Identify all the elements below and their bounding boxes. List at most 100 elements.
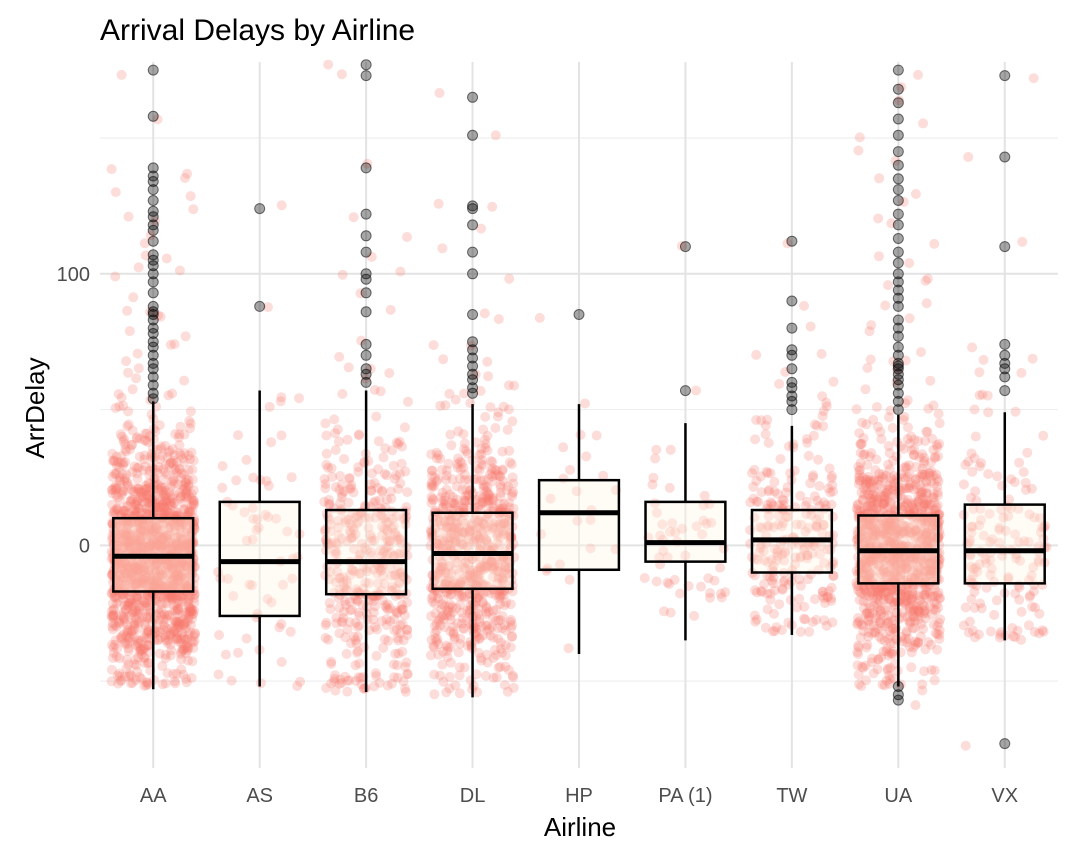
- jitter-point: [115, 429, 126, 440]
- jitter-point: [131, 580, 141, 591]
- jitter-point: [381, 470, 392, 481]
- jitter-point: [135, 542, 146, 552]
- jitter-point: [121, 501, 132, 512]
- outlier-point: [360, 363, 372, 375]
- jitter-point: [448, 622, 459, 633]
- jitter-point: [131, 433, 142, 444]
- jitter-point: [183, 537, 194, 548]
- jitter-point: [154, 591, 165, 602]
- jitter-point: [111, 490, 122, 500]
- jitter-point: [162, 506, 173, 517]
- jitter-point: [158, 464, 169, 475]
- jitter-point: [107, 639, 117, 650]
- jitter-point: [139, 565, 150, 576]
- jitter-point: [1025, 590, 1036, 601]
- jitter-point: [135, 608, 145, 619]
- jitter-point: [185, 406, 196, 417]
- jitter-point: [479, 308, 490, 319]
- jitter-point: [428, 340, 439, 351]
- jitter-point: [162, 507, 173, 518]
- jitter-point: [187, 604, 198, 615]
- jitter-point: [173, 570, 184, 581]
- jitter-point: [163, 580, 174, 591]
- jitter-point: [120, 639, 131, 649]
- jitter-point: [137, 600, 148, 611]
- jitter-point: [400, 683, 411, 694]
- jitter-point: [929, 238, 940, 249]
- jitter-point: [458, 592, 469, 603]
- jitter-point: [884, 448, 895, 458]
- jitter-point: [181, 545, 192, 556]
- jitter-point: [168, 669, 179, 679]
- outlier-point: [147, 64, 159, 76]
- jitter-point: [185, 507, 196, 518]
- jitter-point: [188, 498, 199, 509]
- jitter-point: [171, 467, 182, 478]
- jitter-point: [756, 415, 767, 426]
- jitter-point: [153, 634, 164, 645]
- jitter-point: [182, 491, 193, 502]
- jitter-point: [152, 508, 163, 518]
- jitter-point: [162, 611, 173, 622]
- jitter-point: [934, 617, 944, 628]
- jitter-point: [142, 625, 153, 635]
- jitter-point: [565, 464, 575, 475]
- jitter-point: [186, 447, 197, 458]
- jitter-point: [129, 486, 140, 497]
- outlier-point: [892, 341, 904, 353]
- jitter-point: [167, 444, 178, 454]
- jitter-point: [650, 453, 661, 464]
- jitter-point: [161, 505, 172, 516]
- jitter-point: [126, 496, 136, 507]
- jitter-point: [392, 672, 403, 683]
- jitter-point: [106, 611, 117, 622]
- outlier-point: [254, 203, 266, 215]
- jitter-point: [139, 681, 150, 691]
- jitter-point: [433, 649, 444, 660]
- jitter-point: [146, 520, 157, 531]
- jitter-point: [154, 648, 165, 659]
- jitter-point: [180, 487, 191, 498]
- jitter-point: [136, 491, 147, 502]
- jitter-point: [138, 519, 149, 530]
- jitter-point: [126, 594, 137, 605]
- jitter-point: [108, 610, 119, 621]
- jitter-point: [116, 633, 127, 644]
- jitter-point: [756, 487, 767, 498]
- outlier-point: [679, 385, 691, 397]
- jitter-point: [140, 578, 151, 589]
- jitter-point: [490, 423, 501, 433]
- outlier-point: [892, 83, 904, 95]
- jitter-point: [400, 661, 411, 672]
- jitter-point: [919, 498, 930, 509]
- jitter-point: [162, 668, 173, 679]
- jitter-point: [433, 198, 444, 209]
- jitter-point: [172, 576, 183, 587]
- jitter-point: [116, 579, 127, 590]
- jitter-point: [184, 506, 195, 517]
- jitter-point: [872, 499, 883, 510]
- jitter-point: [144, 521, 154, 532]
- jitter-point: [160, 440, 171, 451]
- jitter-point: [146, 573, 157, 584]
- jitter-point: [179, 643, 190, 654]
- jitter-point: [115, 570, 126, 581]
- jitter-point: [689, 610, 700, 621]
- jitter-point: [143, 565, 154, 576]
- outlier-point: [892, 694, 904, 706]
- jitter-point: [751, 349, 762, 360]
- jitter-point: [367, 468, 377, 479]
- jitter-point: [884, 464, 895, 475]
- jitter-point: [172, 617, 183, 628]
- jitter-point: [157, 533, 168, 544]
- jitter-point: [179, 619, 190, 630]
- jitter-point: [124, 636, 135, 647]
- jitter-point: [664, 482, 675, 493]
- jitter-point: [169, 600, 180, 611]
- jitter-point: [161, 568, 172, 578]
- outlier-point: [467, 309, 479, 320]
- jitter-point: [507, 416, 518, 427]
- jitter-point: [123, 646, 134, 657]
- jitter-point: [134, 617, 144, 628]
- outlier-point: [892, 146, 904, 158]
